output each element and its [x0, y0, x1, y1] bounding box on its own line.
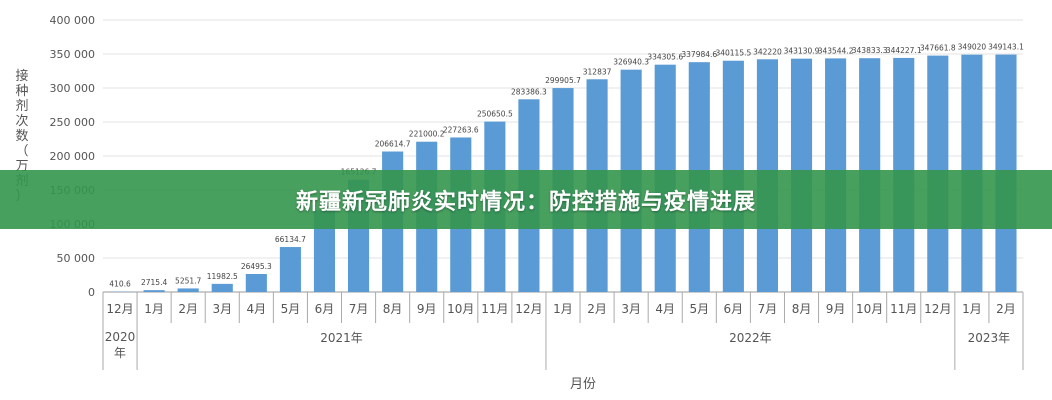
data-label: 221000.2 [409, 130, 445, 139]
y-tick-label: 300 000 [50, 82, 96, 95]
x-tick-label: 6月 [724, 302, 744, 316]
y-tick-label: 50 000 [57, 252, 96, 265]
data-label: 344227.1 [886, 46, 922, 55]
data-label: 312837 [583, 67, 612, 76]
year-label: 2020 年 [105, 330, 136, 360]
data-label: 227263.6 [443, 125, 479, 134]
bar [279, 247, 301, 292]
bar [177, 288, 199, 292]
data-label: 343833.3 [852, 46, 888, 55]
x-tick-label: 1月 [553, 302, 573, 316]
x-tick-label: 6月 [315, 302, 335, 316]
x-tick-label: 12月 [515, 302, 542, 316]
x-tick-label: 1月 [962, 302, 982, 316]
y-tick-label: 250 000 [50, 116, 96, 129]
x-tick-label: 2月 [996, 302, 1016, 316]
x-tick-label: 1月 [144, 302, 164, 316]
bar [245, 273, 267, 292]
data-label: 340115.5 [715, 49, 751, 58]
x-tick-label: 5月 [689, 302, 709, 316]
y-tick-label: 350 000 [50, 48, 96, 61]
year-label: 2023年 [968, 331, 1011, 345]
data-label: 26495.3 [241, 262, 272, 271]
data-label: 343544.2 [818, 46, 854, 55]
data-label: 349143.1 [988, 43, 1024, 52]
y-tick-label: 200 000 [50, 150, 96, 163]
x-tick-label: 7月 [758, 302, 778, 316]
x-tick-label: 4月 [247, 302, 267, 316]
x-tick-label: 5月 [281, 302, 301, 316]
data-label: 283386.3 [511, 87, 547, 96]
x-tick-label: 3月 [621, 302, 641, 316]
x-tick-label: 12月 [106, 302, 133, 316]
y-tick-label: 400 000 [50, 14, 96, 27]
data-label: 250650.5 [477, 110, 513, 119]
x-tick-label: 2月 [178, 302, 198, 316]
x-tick-label: 10月 [447, 302, 474, 316]
data-label: 349020 [958, 43, 987, 52]
bar [211, 283, 233, 292]
bar [143, 290, 165, 292]
x-tick-label: 9月 [826, 302, 846, 316]
x-tick-label: 3月 [212, 302, 232, 316]
data-label: 5251.7 [175, 276, 201, 285]
data-label: 66134.7 [275, 235, 306, 244]
data-label: 410.6 [109, 280, 131, 289]
bar [313, 210, 336, 292]
data-label: 334305.6 [647, 53, 683, 62]
year-label: 2021年 [320, 331, 363, 345]
x-tick-label: 9月 [417, 302, 437, 316]
year-label: 2022年 [729, 331, 772, 345]
data-label: 342220 [753, 47, 782, 56]
x-tick-label: 8月 [383, 302, 403, 316]
data-label: 206614.7 [375, 140, 411, 149]
data-label: 347661.8 [920, 44, 956, 53]
y-tick-label: 0 [88, 286, 95, 299]
data-label: 2715.4 [141, 278, 167, 287]
x-tick-label: 7月 [349, 302, 369, 316]
data-label: 343130.9 [784, 47, 820, 56]
banner-title: 新疆新冠肺炎实时情况：防控措施与疫情进展 [295, 189, 756, 215]
data-label: 337984.6 [681, 50, 717, 59]
x-tick-label: 4月 [655, 302, 675, 316]
x-tick-label: 10月 [856, 302, 883, 316]
x-axis-title: 月份 [570, 377, 596, 392]
x-tick-label: 11月 [890, 302, 917, 316]
data-label: 299905.7 [545, 76, 581, 85]
x-tick-label: 2月 [587, 302, 607, 316]
data-label: 326940.3 [613, 58, 649, 67]
x-tick-label: 8月 [792, 302, 812, 316]
title-banner: 新疆新冠肺炎实时情况：防控措施与疫情进展 [0, 170, 1052, 229]
data-label: 11982.5 [207, 272, 238, 281]
x-tick-label: 12月 [924, 302, 951, 316]
x-tick-label: 11月 [481, 302, 508, 316]
